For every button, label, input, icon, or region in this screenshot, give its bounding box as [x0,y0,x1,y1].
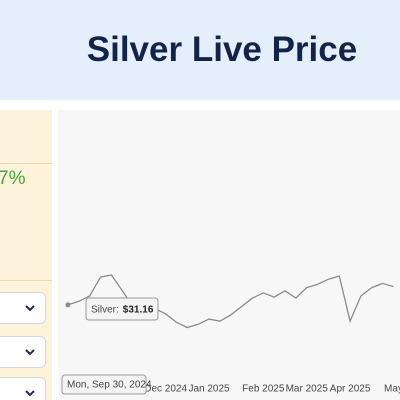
date-tooltip-box [61,374,147,395]
chart-background [58,110,400,400]
hover-point [65,302,71,308]
tooltip: Silver: $31.16 [85,297,159,321]
tooltip-label: Silver: [91,304,119,315]
date-tooltip-text: Mon, Sep 30, 2024 [67,380,152,391]
divider [0,163,52,164]
tooltip-box [85,297,159,321]
x-tick-label: Dec 2024 [144,384,187,395]
x-tick-label: Apr 2025 [330,384,371,395]
page-title: Silver Live Price [86,30,358,69]
chart: Dec 2024 Jan 2025 Feb 2025 Mar 2025 Apr 2025… [58,110,400,400]
tooltip-value: $31.16 [123,304,154,315]
dropdown[interactable] [0,377,46,400]
price-line [67,274,394,329]
divider [0,280,52,281]
price-change: 7% [0,168,26,189]
sidebar: 7% [0,110,52,400]
dropdown[interactable] [0,292,46,324]
x-tick-label: Feb 2025 [242,384,285,395]
x-tick-label: Jan 2025 [188,384,230,395]
header: Silver Live Price [0,0,400,100]
tooltip-text: Silver: $31.16 [91,304,154,315]
dropdown[interactable] [0,336,46,368]
x-tick-label: May [384,384,400,395]
x-tick-label: Mar 2025 [286,384,329,395]
